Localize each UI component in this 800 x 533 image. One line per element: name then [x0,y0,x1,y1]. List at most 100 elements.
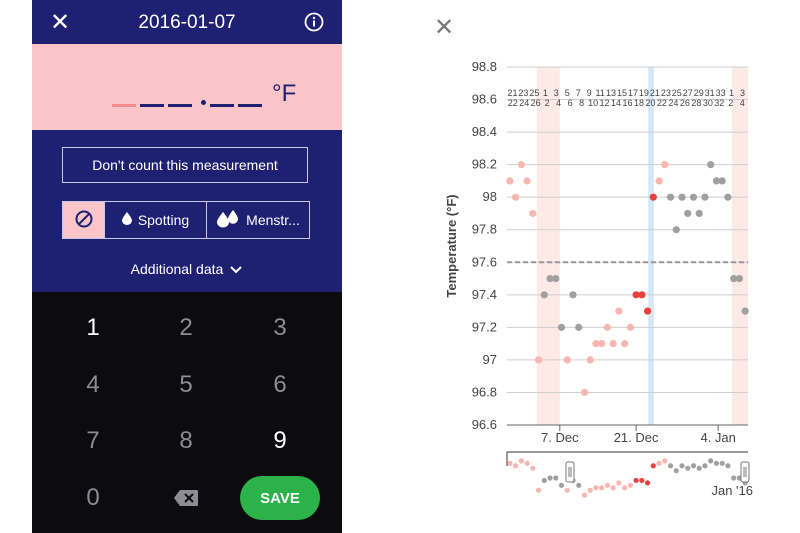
cycle-day-label: 3 [554,88,559,98]
temperature-point [638,291,646,299]
double-drop-icon [216,209,240,231]
navigator-point [541,477,547,484]
temperature-input[interactable]: °F [32,44,342,130]
navigator-point [518,458,524,464]
temperature-point [655,177,663,185]
temperature-point [649,193,657,201]
temperature-point [621,340,629,348]
spotting-option[interactable]: Spotting [105,202,207,238]
y-tick-label: 98.4 [472,124,497,139]
menstruation-option[interactable]: Menstr... [207,202,309,238]
navigator-point [633,477,639,484]
dont-count-button[interactable]: Don't count this measurement [62,147,308,183]
y-tick-label: 98 [483,189,497,204]
key-8[interactable]: 8 [179,427,193,454]
cycle-day-label: 33 [716,88,726,98]
backspace-key[interactable] [156,478,216,518]
cycle-day-label: 29 [694,88,704,98]
key-0[interactable]: 0 [86,484,100,511]
key-6[interactable]: 6 [273,371,287,398]
temperature-point [626,323,634,331]
decimal-point [201,100,206,105]
y-tick-label: 98.8 [472,59,497,74]
chart-close-icon[interactable]: ✕ [433,14,455,41]
navigator-point [690,463,697,469]
cycle-day-label: 25 [672,88,682,98]
navigator-handle [565,461,575,483]
navigator-point [725,463,731,469]
key-1[interactable]: 1 [86,314,100,341]
temperature-point [672,226,680,234]
temperature-point [712,177,721,185]
y-tick-label: 97.2 [472,319,497,334]
navigator-point [622,485,628,491]
cycle-day-label: 8 [579,98,584,108]
cycle-day-label: 26 [680,98,690,108]
info-icon[interactable] [300,8,328,36]
temp-digit-2 [140,104,164,107]
bleeding-selector: Spotting Menstr... [62,201,310,239]
cycle-day-label: 12 [600,98,610,108]
key-5[interactable]: 5 [179,371,193,398]
cycle-day-label: 23 [518,88,528,98]
no-bleeding-icon [74,209,94,232]
temperature-point [552,274,560,283]
ovulation-band [648,67,654,425]
key-7[interactable]: 7 [86,427,100,454]
spotting-band [536,67,560,425]
cycle-day-label: 2 [728,98,733,108]
y-axis-label: Temperature (°F) [444,194,459,297]
header-date-title: 2016-01-07 [138,12,236,33]
cycle-day-label: 32 [714,98,724,108]
cycle-day-label: 4 [556,98,561,108]
cycle-day-label: 11 [595,88,604,98]
temperature-point [632,291,640,299]
navigator-point [535,487,542,493]
navigator-point [581,492,588,498]
temperature-point [707,161,715,169]
navigator-point [610,485,616,491]
navigator-point [513,463,519,469]
cycle-day-label: 5 [565,88,570,98]
cycle-day-label: 6 [568,98,573,108]
cycle-day-label: 23 [661,88,671,98]
key-3[interactable]: 3 [273,314,287,341]
cycle-day-label: 22 [657,98,667,108]
cycle-day-label: 2 [545,98,550,108]
navigator-point [593,485,599,491]
navigator-point [644,480,651,486]
temperature-point [506,177,514,185]
key-2[interactable]: 2 [179,314,193,341]
navigator-point [616,480,622,486]
y-tick-label: 97.8 [472,222,497,237]
navigator-point [553,475,559,481]
navigator-point [702,463,708,469]
navigator-point [639,477,645,484]
cycle-day-label: 21 [507,88,517,98]
additional-data-toggle[interactable]: Additional data [32,261,342,277]
save-button[interactable]: SAVE [240,476,320,520]
temperature-point [512,193,520,201]
measurement-entry-screen: ✕ 2016-01-07 °F Don't count this measure… [32,0,342,533]
temperature-point [695,209,703,218]
cycle-day-label: 20 [645,98,655,108]
temperature-point [575,323,583,331]
key-4[interactable]: 4 [86,371,100,398]
close-icon[interactable]: ✕ [49,8,71,36]
temperature-point [643,307,652,315]
menstruation-label: Menstr... [246,212,300,228]
temperature-point [741,307,749,315]
navigator-point [507,460,513,466]
navigator-label: Jan '16 [711,483,753,498]
navigator-point [576,482,582,488]
temperature-point [609,340,617,348]
y-tick-label: 97.4 [472,287,497,302]
temperature-point [592,340,600,348]
temperature-point [603,323,612,331]
key-9[interactable]: 9 [273,427,287,454]
cycle-day-label: 7 [576,88,581,98]
cycle-day-label: 21 [650,88,660,98]
temperature-point [730,274,738,283]
cycle-day-label: 4 [740,98,745,108]
no-bleeding-option[interactable] [63,202,105,238]
